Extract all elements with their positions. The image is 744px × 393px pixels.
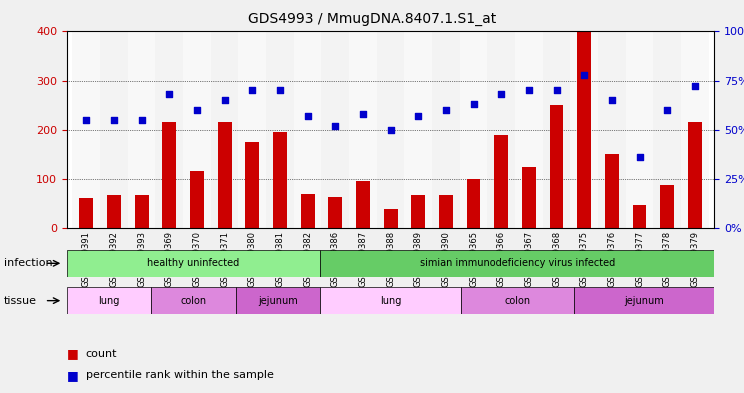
Bar [466, 179, 481, 228]
Bar [460, 31, 487, 228]
Bar [211, 31, 239, 228]
Point [523, 87, 535, 94]
Text: tissue: tissue [4, 296, 36, 306]
Point [80, 117, 92, 123]
Point [551, 87, 562, 94]
Bar [542, 31, 571, 228]
Bar [218, 122, 231, 228]
Bar [405, 31, 432, 228]
Point [246, 87, 258, 94]
Bar [605, 154, 619, 228]
Bar [411, 195, 425, 228]
FancyBboxPatch shape [320, 250, 714, 277]
Point [330, 123, 341, 129]
Text: percentile rank within the sample: percentile rank within the sample [86, 370, 274, 380]
Point [468, 101, 480, 107]
Text: infection: infection [4, 258, 52, 268]
Text: jejunum: jejunum [258, 296, 298, 306]
Bar [632, 205, 647, 228]
Bar [432, 31, 460, 228]
Bar [626, 31, 653, 228]
Point [219, 97, 231, 103]
Bar [653, 31, 681, 228]
Point [578, 72, 590, 78]
Bar [439, 195, 453, 228]
Bar [155, 31, 183, 228]
Bar [183, 31, 211, 228]
Bar [162, 122, 176, 228]
Text: jejunum: jejunum [624, 296, 664, 306]
Bar [80, 198, 93, 228]
Point [108, 117, 120, 123]
Point [440, 107, 452, 113]
Bar [376, 31, 405, 228]
Bar [494, 134, 508, 228]
Text: ■: ■ [67, 369, 79, 382]
Point [135, 117, 147, 123]
Bar [515, 31, 542, 228]
Text: lung: lung [98, 296, 120, 306]
Bar [487, 31, 515, 228]
Bar [273, 132, 287, 228]
Point [191, 107, 203, 113]
FancyBboxPatch shape [67, 250, 320, 277]
Bar [577, 31, 591, 228]
Bar [266, 31, 294, 228]
Text: ■: ■ [67, 347, 79, 360]
Text: colon: colon [181, 296, 207, 306]
Text: healthy uninfected: healthy uninfected [147, 258, 240, 268]
Bar [598, 31, 626, 228]
Bar [571, 31, 598, 228]
FancyBboxPatch shape [461, 287, 574, 314]
Bar [661, 185, 674, 228]
Bar [301, 193, 315, 228]
Text: simian immunodeficiency virus infected: simian immunodeficiency virus infected [420, 258, 615, 268]
Bar [239, 31, 266, 228]
Point [412, 113, 424, 119]
Bar [100, 31, 128, 228]
Bar [356, 181, 370, 228]
Text: colon: colon [504, 296, 530, 306]
Point [301, 113, 313, 119]
FancyBboxPatch shape [67, 287, 151, 314]
Bar [294, 31, 321, 228]
Point [274, 87, 286, 94]
Point [661, 107, 673, 113]
FancyBboxPatch shape [320, 287, 461, 314]
Bar [328, 197, 342, 228]
FancyBboxPatch shape [151, 287, 236, 314]
Point [385, 127, 397, 133]
Bar [107, 195, 121, 228]
Text: GDS4993 / MmugDNA.8407.1.S1_at: GDS4993 / MmugDNA.8407.1.S1_at [248, 12, 496, 26]
Point [496, 91, 507, 97]
FancyBboxPatch shape [574, 287, 714, 314]
Bar [522, 167, 536, 228]
FancyBboxPatch shape [236, 287, 320, 314]
Bar [135, 195, 149, 228]
Point [164, 91, 176, 97]
Bar [321, 31, 349, 228]
Bar [349, 31, 376, 228]
Text: count: count [86, 349, 117, 359]
Point [606, 97, 618, 103]
Point [357, 111, 369, 117]
Bar [190, 171, 204, 228]
Bar [688, 122, 702, 228]
Bar [384, 209, 397, 228]
Bar [550, 105, 563, 228]
Bar [128, 31, 155, 228]
Bar [246, 142, 259, 228]
Bar [72, 31, 100, 228]
Text: lung: lung [380, 296, 401, 306]
Point [634, 154, 646, 160]
Point [689, 83, 701, 90]
Bar [681, 31, 709, 228]
